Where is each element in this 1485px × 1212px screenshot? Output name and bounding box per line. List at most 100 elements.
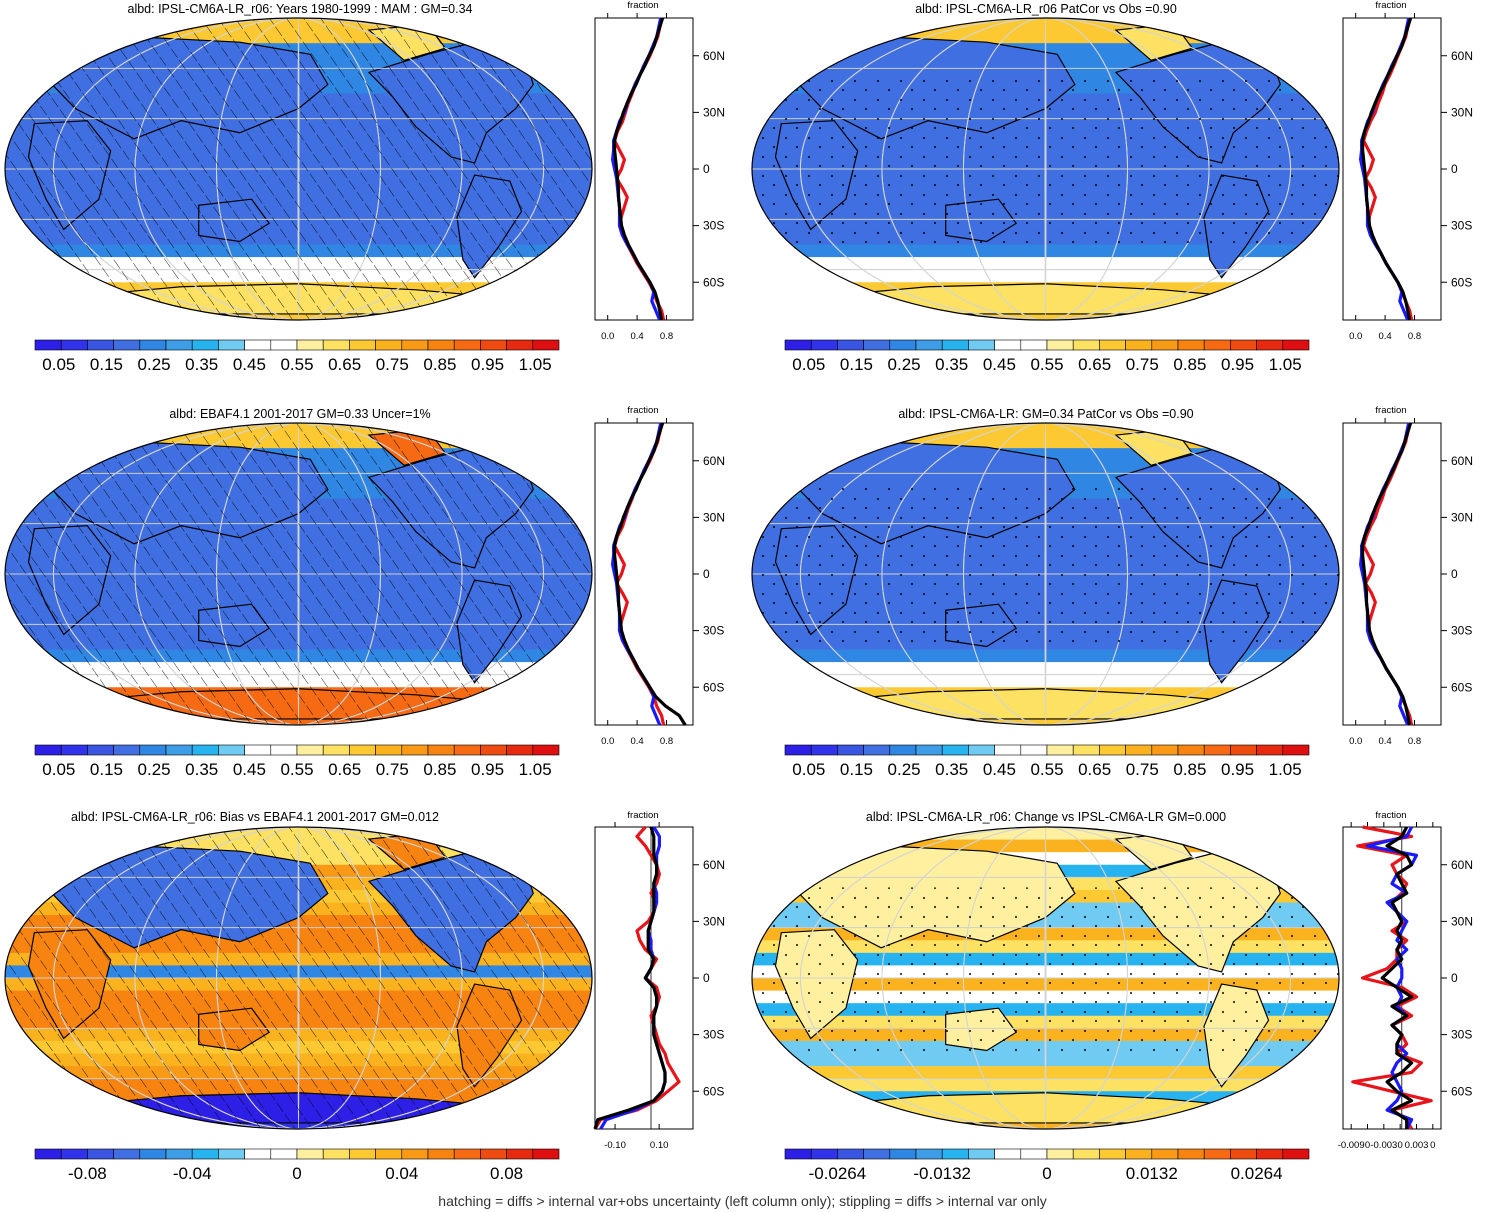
colorbar-swatch [1256, 744, 1284, 756]
colorbar-swatch [915, 744, 943, 756]
colorbar-swatch [322, 744, 350, 756]
colorbar-label: 0.15 [90, 355, 123, 374]
map-outline [4, 17, 593, 321]
colorbar-label: 0.55 [280, 760, 313, 779]
profile-xlabel: fraction [1375, 0, 1406, 11]
map-outline [751, 826, 1340, 1130]
map-title: albd: IPSL-CM6A-LR_r06 PatCor vs Obs =0.… [915, 2, 1177, 16]
colorbar-label: 0.25 [138, 760, 171, 779]
colorbar-label: 0.75 [376, 355, 409, 374]
colorbar-label: 0.65 [328, 760, 361, 779]
profile-xlabel: fraction [627, 0, 658, 11]
profile-xtick-label: -0.009 [1338, 1140, 1365, 1151]
colorbar-swatch [218, 1148, 245, 1160]
map-title: albd: IPSL-CM6A-LR_r06: Change vs IPSL-C… [866, 810, 1226, 824]
colorbar-swatch [218, 339, 245, 351]
profile-line-obs [593, 826, 667, 1130]
colorbar-swatch [427, 744, 455, 756]
profile-ytick-label: 60N [703, 858, 725, 872]
profile-ytick-label: 0 [1451, 162, 1458, 176]
panel-ensemble-patcor: albd: IPSL-CM6A-LR: GM=0.34 PatCor vs Ob… [751, 405, 1473, 779]
colorbar-label: 1.05 [519, 760, 552, 779]
colorbar-swatch [296, 1148, 324, 1160]
colorbar-label: 0.95 [471, 760, 504, 779]
colorbar-swatch [1177, 744, 1205, 756]
colorbar-swatch [1230, 744, 1257, 756]
colorbar-label: 0.85 [423, 760, 456, 779]
colorbar-swatch [244, 1148, 272, 1160]
colorbar-swatch [889, 744, 917, 756]
map-outline [751, 17, 1340, 321]
map-outline [4, 422, 593, 726]
colorbar-swatch [349, 339, 376, 351]
colorbar-swatch [1020, 1148, 1048, 1160]
colorbar-swatch [401, 744, 429, 756]
zonal-profile: 0.0 0.4 0.8 60N 30N 0 30S 60S [594, 13, 725, 342]
colorbar-swatch [1072, 339, 1100, 351]
colorbar: 0.05 0.15 0.25 0.35 0.45 0.55 0.65 0.75 0.85 0.95… [34, 744, 560, 779]
colorbar-label: 0.95 [1221, 355, 1254, 374]
colorbar-label: 1.05 [1269, 760, 1302, 779]
colorbar-label: 0.45 [983, 760, 1016, 779]
colorbar-swatch [915, 1148, 943, 1160]
colorbar-label: 0.45 [983, 355, 1016, 374]
map-title: albd: IPSL-CM6A-LR_r06: Years 1980-1999 … [128, 2, 473, 16]
colorbar-swatch [34, 744, 62, 756]
colorbar-swatch [375, 744, 403, 756]
colorbar-swatch [139, 1148, 167, 1160]
colorbar-swatch [1151, 744, 1179, 756]
profile-xtick-label: 0.8 [660, 736, 673, 747]
profile-ytick-label: 30N [703, 914, 725, 928]
colorbar: -0.08 -0.04 0 0.04 0.08 [34, 1148, 560, 1183]
colorbar-label: 0.85 [1173, 760, 1206, 779]
panel-obs-climatology: albd: EBAF4.1 2001-2017 GM=0.33 Uncer=1%… [4, 405, 725, 779]
colorbar-swatch [810, 1148, 838, 1160]
colorbar-swatch [1046, 1148, 1074, 1160]
profile-xlabel: fraction [627, 810, 658, 821]
colorbar-swatch [1203, 339, 1231, 351]
profile-ytick-label: 60N [1451, 454, 1473, 468]
colorbar-swatch [87, 744, 114, 756]
colorbar-swatch [1072, 744, 1100, 756]
colorbar-swatch [1020, 744, 1048, 756]
profile-ytick-label: 60S [703, 275, 724, 289]
profile-line-model [593, 825, 681, 1130]
map-outline [4, 826, 593, 1130]
profile-ytick-label: 60N [1451, 49, 1473, 63]
profile-ytick-label: 30S [703, 624, 724, 638]
colorbar-swatch [113, 339, 141, 351]
profile-ytick-label: 30N [1451, 510, 1473, 524]
footnote: hatching = diffs > internal var+obs unce… [438, 1193, 1047, 1209]
colorbar-swatch [480, 1148, 507, 1160]
profile-ytick-label: 30S [1451, 219, 1472, 233]
profile-ytick-label: 0 [1451, 971, 1458, 985]
panel-model-climatology: albd: IPSL-CM6A-LR_r06: Years 1980-1999 … [4, 0, 725, 374]
profile-ytick-label: 30N [703, 510, 725, 524]
colorbar-swatch [863, 744, 891, 756]
colorbar-label: 1.05 [519, 355, 552, 374]
colorbar-label: 0.15 [840, 355, 873, 374]
colorbar-label: 0.04 [385, 1164, 418, 1183]
colorbar-swatch [532, 1148, 560, 1160]
colorbar: 0.05 0.15 0.25 0.35 0.45 0.55 0.65 0.75 0.85 0.95… [784, 339, 1310, 374]
hatching [5, 18, 592, 320]
profile-xlabel: fraction [1375, 810, 1406, 821]
colorbar-swatch [270, 339, 298, 351]
colorbar: 0.05 0.15 0.25 0.35 0.45 0.55 0.65 0.75 0.85 0.95… [34, 339, 560, 374]
colorbar-label: 1.05 [1269, 355, 1302, 374]
colorbar-swatch [915, 339, 943, 351]
colorbar-label: 0.65 [328, 355, 361, 374]
colorbar-swatch [810, 339, 838, 351]
hatching [5, 827, 592, 1129]
colorbar-swatch [191, 339, 219, 351]
profile-line-ensemble [1359, 422, 1411, 726]
colorbar-swatch [784, 339, 812, 351]
panel-change: albd: IPSL-CM6A-LR_r06: Change vs IPSL-C… [751, 810, 1473, 1183]
profile-xtick-label: 0 [1398, 1140, 1403, 1151]
colorbar-swatch [1203, 1148, 1231, 1160]
map-title: albd: IPSL-CM6A-LR: GM=0.34 PatCor vs Ob… [898, 407, 1193, 421]
colorbar-label: 0.45 [233, 760, 266, 779]
colorbar-swatch [349, 1148, 376, 1160]
profile-line-obs [613, 422, 687, 726]
colorbar-label: 0.55 [1030, 760, 1063, 779]
